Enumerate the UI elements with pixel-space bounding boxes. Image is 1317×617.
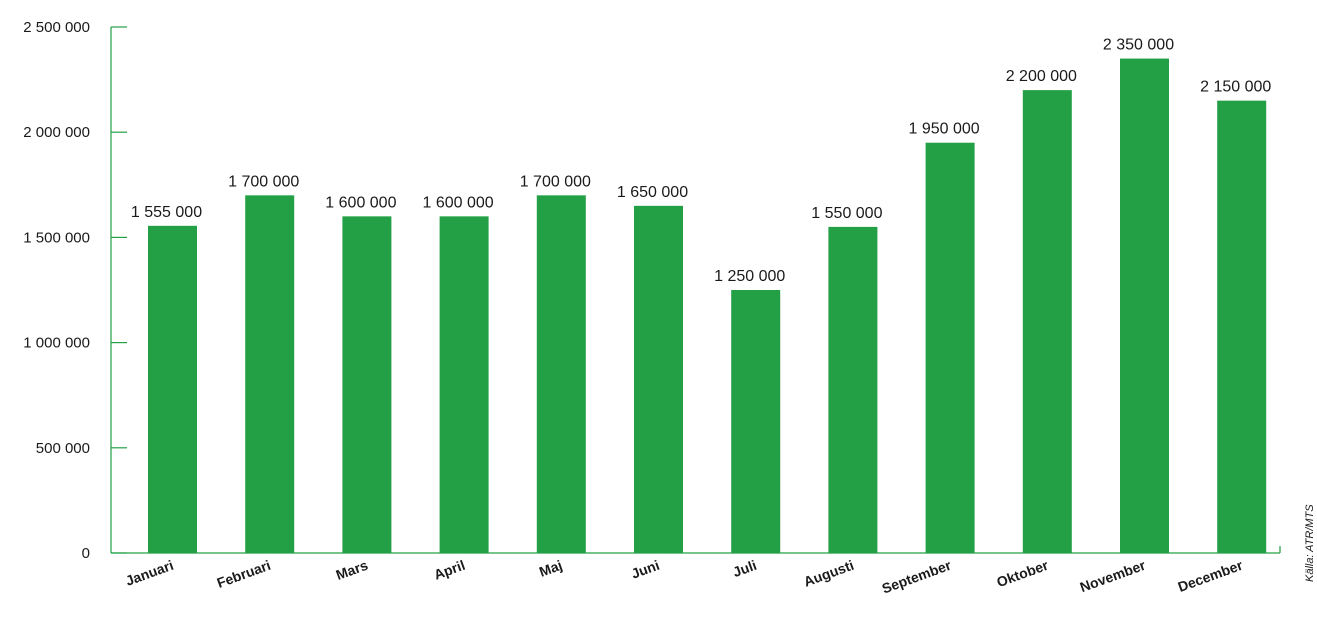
data-label: 1 550 000 [811,205,882,222]
bar [342,216,392,554]
bar [1022,90,1072,554]
y-tick-label: 0 [82,545,90,562]
bar [245,195,295,553]
y-tick-label: 2 500 000 [23,19,90,36]
data-label: 1 600 000 [325,194,396,211]
bar [1217,100,1267,553]
x-tick-label: Februari [215,557,273,591]
x-axis-ticks: Januari Februari Mars April Maj Juni Juli Augus… [123,557,1245,597]
y-axis-ticks: 0 500 000 1 000 000 1 500 000 2 000 000 2 500… [23,19,127,562]
data-labels: 1 555 000 1 700 000 1 600 000 1 600 000 1 70… [131,37,1271,285]
bar [148,225,197,553]
y-tick-label: 1 500 000 [23,229,90,246]
data-label: 1 600 000 [423,194,494,211]
bars [148,58,1267,554]
y-tick-label: 2 000 000 [23,124,90,141]
x-tick-label: September [880,557,954,597]
x-tick-label: Maj [537,557,564,580]
x-tick-label: November [1078,557,1148,596]
x-tick-label: Oktober [994,557,1050,591]
bar [536,195,586,553]
bar [731,290,781,553]
data-label: 2 200 000 [1006,68,1077,85]
source-note: Källa: ATR/MTS [1304,504,1316,582]
x-tick-label: December [1176,557,1246,595]
x-tick-label: Mars [334,557,370,583]
bar [439,216,489,554]
data-label: 2 150 000 [1200,79,1271,96]
bar [634,205,683,553]
bar [828,226,878,553]
axes [110,27,1281,554]
data-label: 1 700 000 [228,173,299,190]
data-label: 2 350 000 [1103,37,1174,54]
data-label: 1 950 000 [909,121,980,138]
x-tick-label: Juni [629,557,662,582]
data-label: 1 700 000 [520,173,591,190]
x-tick-label: Januari [123,557,175,589]
data-label: 1 650 000 [617,184,688,201]
x-tick-label: April [432,557,467,583]
y-tick-label: 500 000 [36,440,90,457]
x-tick-label: Augusti [801,557,855,590]
data-label: 1 555 000 [131,204,202,221]
x-tick-label: Juli [731,557,759,580]
y-tick-label: 1 000 000 [23,335,90,352]
bar [1120,58,1169,554]
data-label: 1 250 000 [714,268,785,285]
bar [925,142,975,553]
